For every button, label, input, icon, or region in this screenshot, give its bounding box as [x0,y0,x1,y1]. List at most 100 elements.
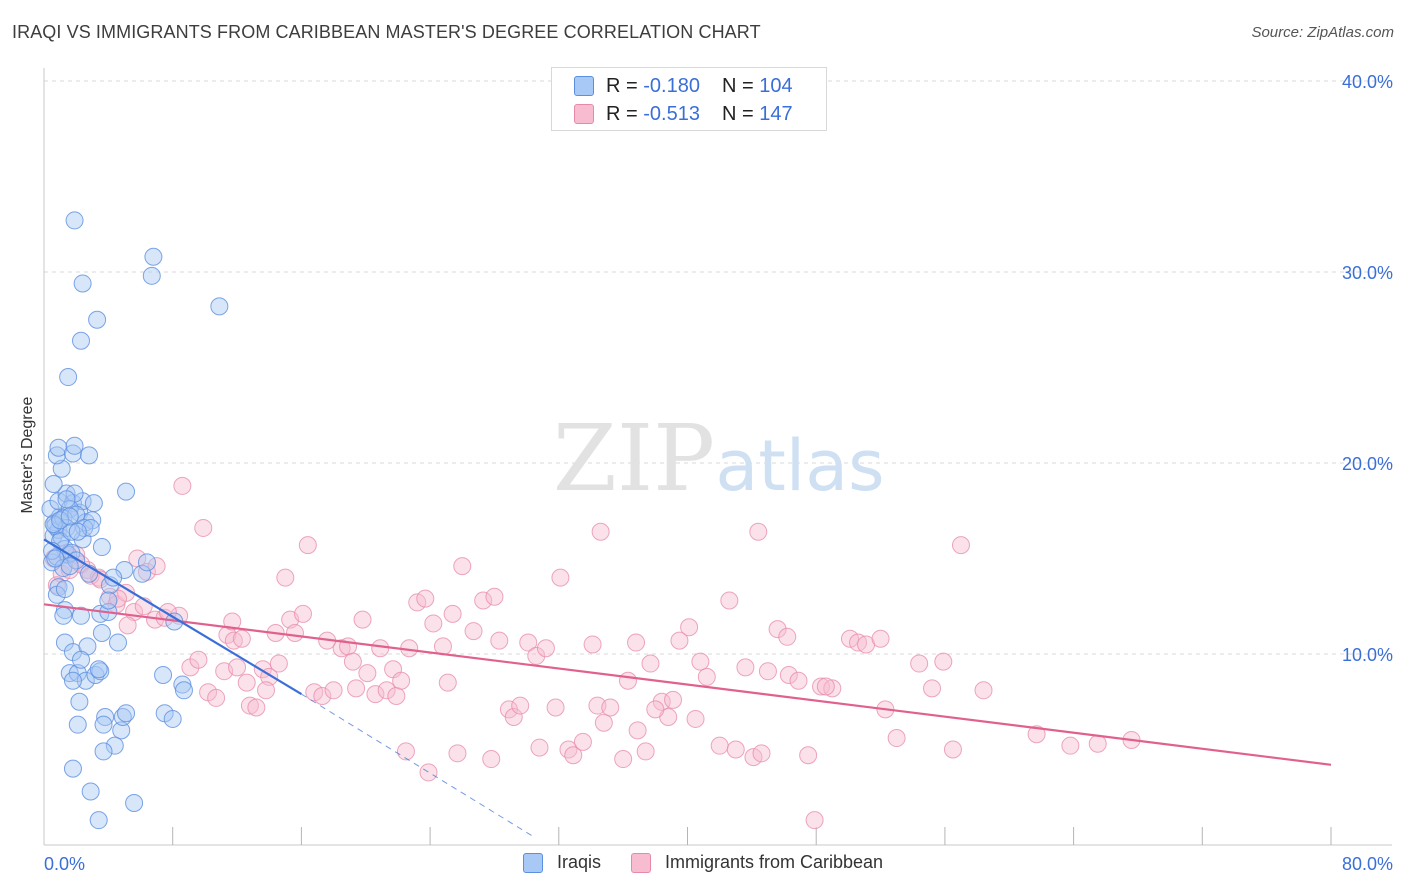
iraqi-point [73,274,92,293]
caribbean-point [652,692,671,711]
caribbean-point [573,732,592,751]
iraqi-point [144,247,163,266]
iraqi-swatch [574,76,594,96]
y-tick-label: 20.0% [1342,454,1393,474]
caribbean-point [943,740,962,759]
series-legend: Iraqis Immigrants from Caribbean [0,852,1406,873]
caribbean-point [530,738,549,757]
caribbean-point [240,696,259,715]
iraqi-point [210,297,229,316]
caribbean-point [257,681,276,700]
iraqi-point [76,671,95,690]
iraqi-point [117,482,136,501]
iraqi-point [81,782,100,801]
iraqi-point [72,650,91,669]
trend-lines [43,538,1332,838]
legend-r-value-caribbean: -0.513 [643,102,700,125]
iraqi-point [60,507,79,526]
iraqi-point [59,368,78,387]
caribbean-point [951,536,970,555]
iraqi-point [57,490,76,509]
iraqi-point [80,446,99,465]
caribbean-points [44,476,1141,830]
caribbean-point [419,763,438,782]
iraqi-trend-extension [301,693,535,838]
legend-n-value-caribbean: 147 [759,102,793,125]
iraqi-point [142,266,161,285]
caribbean-point [697,667,716,686]
caribbean-point [618,671,637,690]
x-tick-label: 80.0% [1342,854,1393,874]
caribbean-point [758,662,777,681]
caribbean-trend-line [43,603,1332,766]
caribbean-point [396,742,415,761]
caribbean-point [332,639,351,658]
iraqi-point [47,446,66,465]
caribbean-point [686,709,705,728]
caribbean-point [377,681,396,700]
caribbean-point [1088,734,1107,753]
legend-n-label: N = [721,74,754,97]
caribbean-point [392,671,411,690]
caribbean-point [628,721,647,740]
iraqi-point [63,759,82,778]
caribbean-point [347,679,366,698]
iraqi-point [68,715,87,734]
caribbean-point [664,690,683,709]
x-tick-label: 0.0% [44,854,85,874]
caribbean-point [627,633,646,652]
caribbean-point [324,681,343,700]
caribbean-point [591,522,610,541]
caribbean-point [343,652,362,671]
caribbean-point [799,746,818,765]
caribbean-point [779,666,798,685]
caribbean-point [504,708,523,727]
iraqi-point [112,721,131,740]
caribbean-point [485,587,504,606]
legend-item-caribbean: Immigrants from Caribbean [630,852,883,873]
caribbean-point [910,654,929,673]
y-tick-label: 10.0% [1342,645,1393,665]
caribbean-point [887,729,906,748]
caribbean-point [601,698,620,717]
source-label: Source: ZipAtlas.com [1251,24,1394,41]
caribbean-point [353,610,372,629]
caribbean-point [298,536,317,555]
caribbean-point [636,742,655,761]
iraqi-point [133,564,152,583]
iraqi-point [51,507,70,526]
legend-r-label: R = [606,102,638,125]
caribbean-point [416,589,435,608]
caribbean-point [527,646,546,665]
caribbean-point [118,616,137,635]
iraqi-point [92,623,111,642]
iraqi-point [94,742,113,761]
legend-row-iraqis: R = -0.180 N = 104 [574,73,793,99]
iraqi-point [51,511,70,530]
legend-r-value-iraqi: -0.180 [643,74,700,97]
iraqi-point [99,591,118,610]
caribbean-point [680,618,699,637]
caribbean-point [536,639,555,658]
caribbean-point [749,522,768,541]
watermark-atlas: atlas [715,425,884,507]
iraqi-point [54,606,73,625]
caribbean-point [710,736,729,755]
caribbean-point [614,750,633,769]
caribbean-point [228,658,247,677]
caribbean-point [189,650,208,669]
legend-item-iraqis: Iraqis [522,852,601,873]
caribbean-swatch [574,104,594,124]
caribbean-point [559,740,578,759]
iraqi-point [72,331,91,350]
iraqi-points [41,211,229,830]
caribbean-point [823,679,842,698]
caribbean-point [871,629,890,648]
caribbean-point [276,568,295,587]
iraqi-point [125,793,144,812]
iraqi-point [44,475,63,494]
caribbean-point [147,557,166,576]
caribbean-point [646,700,665,719]
iraqi-point [92,538,111,557]
caribbean-point [752,744,771,763]
